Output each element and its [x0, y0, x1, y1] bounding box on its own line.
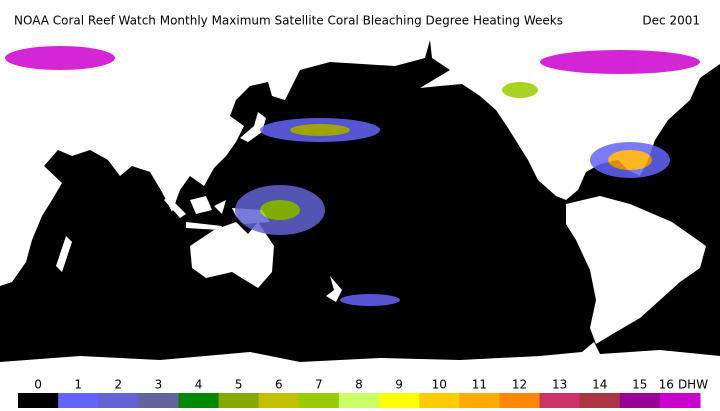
- colorbar-unit: DHW: [678, 378, 708, 392]
- colorbar-label: 7: [315, 378, 323, 392]
- colorbar-label: 10: [432, 378, 447, 392]
- patch: [260, 200, 300, 220]
- colorbar-label: 12: [512, 378, 527, 392]
- colorbar-label: 4: [195, 378, 203, 392]
- colorbar-segment: [459, 393, 500, 408]
- colorbar: 0 1 2 3 4 5 6 7 8 9 10 11 12 13 14 15 16 DHW: [18, 378, 708, 408]
- colorbar-segment: [539, 393, 581, 408]
- colorbar-label: 5: [235, 378, 243, 392]
- map-date: Dec 2001: [642, 14, 700, 28]
- patch: [340, 294, 400, 306]
- patch: [540, 50, 700, 74]
- colorbar-segment: [338, 393, 380, 408]
- colorbar-segment: [659, 393, 701, 408]
- colorbar-segment: [379, 393, 420, 408]
- colorbar-segment: [98, 393, 139, 408]
- colorbar-label: 11: [472, 378, 487, 392]
- colorbar-segment: [18, 393, 59, 408]
- australia: [190, 222, 274, 288]
- colorbar-label: 16: [659, 378, 674, 392]
- colorbar-label: 13: [552, 378, 567, 392]
- colorbar-label: 3: [155, 378, 163, 392]
- patch: [502, 82, 538, 98]
- map-title: NOAA Coral Reef Watch Monthly Maximum Sa…: [14, 14, 563, 28]
- colorbar-label: 6: [275, 378, 283, 392]
- patch: [608, 150, 652, 170]
- afro-eurasia: [0, 40, 430, 286]
- japan: [240, 112, 266, 142]
- colorbar-label: 9: [395, 378, 403, 392]
- colorbar-segment: [619, 393, 661, 408]
- colorbar-segment: [178, 393, 220, 408]
- colorbar-segment: [138, 393, 179, 408]
- colorbar-label: 8: [355, 378, 363, 392]
- patch: [290, 124, 350, 136]
- map: [0, 40, 720, 370]
- colorbar-label: 0: [34, 378, 42, 392]
- anomaly-patches: [5, 46, 700, 306]
- colorbar-segment: [218, 393, 260, 408]
- colorbar-label: 15: [632, 378, 647, 392]
- colorbar-segment: [258, 393, 300, 408]
- madagascar: [56, 236, 72, 272]
- colorbar-label: 14: [592, 378, 607, 392]
- colorbar-label: 2: [114, 378, 122, 392]
- colorbar-segment: [419, 393, 460, 408]
- colorbar-segment: [499, 393, 541, 408]
- south-america: [566, 196, 706, 344]
- colorbar-label: 1: [74, 378, 82, 392]
- colorbar-segment: [58, 393, 99, 408]
- colorbar-segment: [298, 393, 340, 408]
- patch: [5, 46, 115, 70]
- colorbar-segment: [579, 393, 621, 408]
- antarctica: [0, 342, 720, 370]
- new-zealand: [326, 276, 342, 302]
